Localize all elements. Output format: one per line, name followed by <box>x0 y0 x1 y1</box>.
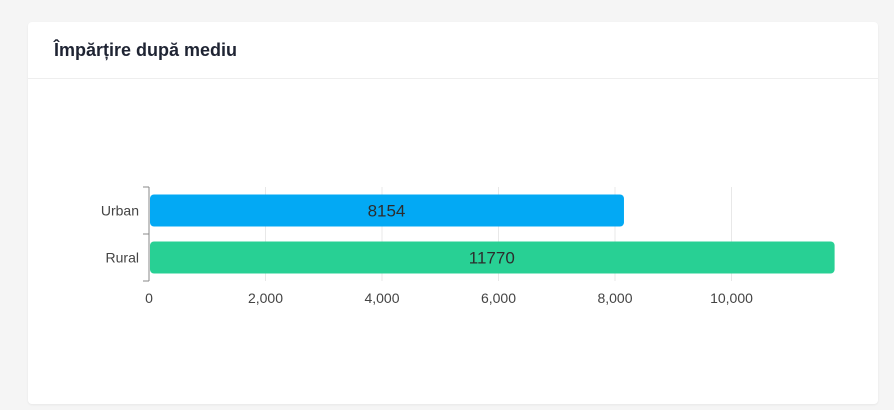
x-tick-label: 4,000 <box>364 290 399 306</box>
data-label: 8154 <box>368 202 406 221</box>
x-tick-label: 2,000 <box>248 290 283 306</box>
category-label: Urban <box>101 203 139 219</box>
chart-card: Împărțire după mediu Urban 8154 Rural 11770… <box>28 22 878 404</box>
bar-rural <box>150 241 835 274</box>
x-tick-label: 10,000 <box>710 290 753 306</box>
x-tick-label: 0 <box>145 290 153 306</box>
category-label: Rural <box>106 250 139 266</box>
bar-urban <box>150 194 624 227</box>
chart-area: Urban 8154 Rural 11770 0 2,000 4,000 6,000 8,000… <box>28 79 878 409</box>
x-tick-label: 8,000 <box>597 290 632 306</box>
card-header: Împărțire după mediu <box>28 22 878 79</box>
x-tick-label: 6,000 <box>481 290 516 306</box>
data-label: 11770 <box>469 249 515 268</box>
card-title: Împărțire după mediu <box>54 39 238 60</box>
bar-chart: Urban 8154 Rural 11770 0 2,000 4,000 6,000 8,000… <box>101 186 835 306</box>
